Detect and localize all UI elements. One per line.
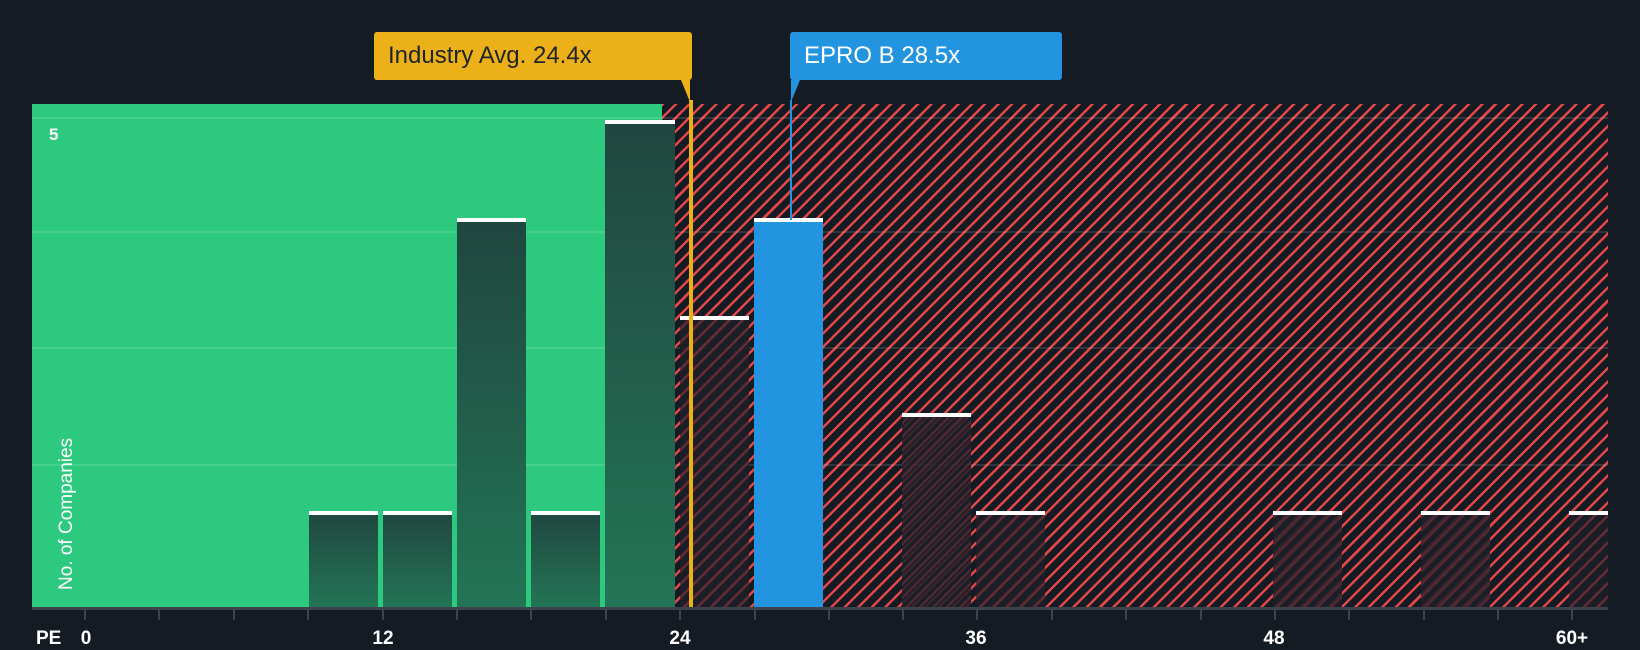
x-tick bbox=[158, 608, 160, 620]
histogram-bar[interactable] bbox=[383, 511, 452, 608]
histogram-bar[interactable] bbox=[1421, 511, 1490, 608]
industry-callout-pointer bbox=[681, 80, 690, 102]
histogram-bar[interactable] bbox=[1273, 511, 1342, 608]
plot-area bbox=[32, 104, 1608, 608]
x-tick bbox=[1125, 608, 1127, 620]
histogram-bar[interactable] bbox=[976, 511, 1045, 608]
company-bar[interactable] bbox=[754, 218, 823, 608]
company-marker-line bbox=[790, 100, 792, 220]
x-tick bbox=[605, 608, 607, 620]
x-tick bbox=[307, 608, 309, 620]
x-tick bbox=[1348, 608, 1350, 620]
x-tick bbox=[84, 608, 86, 620]
x-tick-label: 12 bbox=[372, 628, 394, 649]
x-tick bbox=[530, 608, 532, 620]
x-tick bbox=[902, 608, 904, 620]
x-tick bbox=[1423, 608, 1425, 620]
x-axis-label: PE bbox=[36, 628, 62, 649]
x-tick-label: 24 bbox=[669, 628, 691, 649]
histogram-bar[interactable] bbox=[457, 218, 526, 608]
x-tick bbox=[1274, 608, 1276, 620]
industry-average-callout: Industry Avg. 24.4x bbox=[374, 32, 692, 80]
y-axis-label: No. of Companies bbox=[56, 437, 77, 590]
x-tick bbox=[233, 608, 235, 620]
x-tick bbox=[679, 608, 681, 620]
x-tick-label: 0 bbox=[80, 628, 92, 649]
x-tick bbox=[1497, 608, 1499, 620]
x-tick bbox=[1571, 608, 1573, 620]
histogram-bar[interactable] bbox=[531, 511, 600, 608]
gridline bbox=[32, 117, 1608, 119]
histogram-bar[interactable] bbox=[605, 120, 675, 608]
company-callout: EPRO B 28.5x bbox=[790, 32, 1062, 80]
histogram-bar[interactable] bbox=[1569, 511, 1608, 608]
company-callout-pointer bbox=[791, 80, 800, 102]
x-tick bbox=[382, 608, 384, 620]
x-tick bbox=[1051, 608, 1053, 620]
x-axis bbox=[32, 607, 1608, 610]
x-tick-label: 36 bbox=[965, 628, 987, 649]
y-tick-label: 5 bbox=[49, 125, 59, 144]
x-tick bbox=[828, 608, 830, 620]
histogram-bar[interactable] bbox=[902, 413, 971, 608]
x-tick bbox=[754, 608, 756, 620]
x-tick bbox=[1200, 608, 1202, 620]
x-tick-label: 48 bbox=[1263, 628, 1285, 649]
industry-average-line bbox=[689, 100, 693, 608]
x-tick bbox=[456, 608, 458, 620]
histogram-bar[interactable] bbox=[309, 511, 378, 608]
x-tick-label: 60+ bbox=[1555, 628, 1589, 649]
x-tick bbox=[976, 608, 978, 620]
